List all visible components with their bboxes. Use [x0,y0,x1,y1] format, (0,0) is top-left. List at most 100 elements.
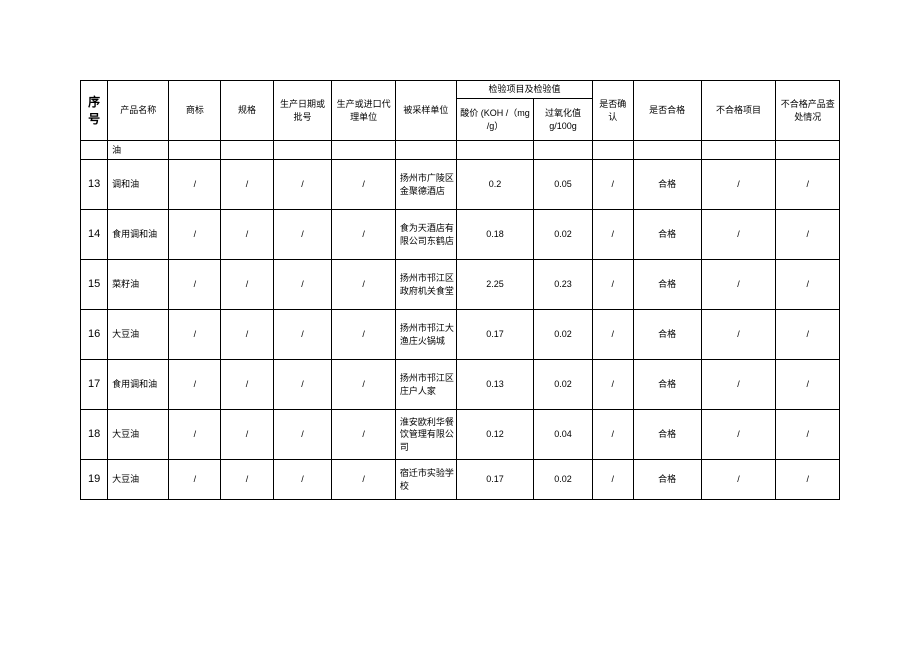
cell-sample-unit: 扬州市邗江区政府机关食堂 [395,260,456,310]
cell-confirmed: / [592,260,633,310]
table-row-clipped: 油 [81,141,840,160]
cell-fail-item: / [701,360,776,410]
cell-acid: 0.12 [456,410,533,460]
cell-trademark: / [169,460,221,500]
cell-acid: 0.18 [456,210,533,260]
col-fail-item: 不合格项目 [701,81,776,141]
col-test-group: 检验项目及检验值 [456,81,592,99]
cell-fail-handling: / [776,160,840,210]
cell-fail-item: / [701,260,776,310]
cell-trademark: / [169,310,221,360]
col-producer: 生产或进口代理单位 [332,81,395,141]
cell-qualified: 合格 [633,310,701,360]
cell-sample-unit: 扬州市广陵区金聚德酒店 [395,160,456,210]
cell-peroxide: 0.05 [534,160,593,210]
cell-product: 大豆油 [108,460,169,500]
col-fail-handling: 不合格产品查处情况 [776,81,840,141]
cell-peroxide: 0.02 [534,310,593,360]
cell-spec: / [221,160,273,210]
inspection-table: 序号 产品名称 商标 规格 生产日期或批号 生产或进口代理单位 被采样单位 检验… [80,80,840,500]
cell-trademark: / [169,260,221,310]
cell-fail-handling: / [776,260,840,310]
col-prod-date: 生产日期或批号 [273,81,332,141]
cell-sample-unit: 扬州市邗江大渔庄火锅城 [395,310,456,360]
table-header: 序号 产品名称 商标 规格 生产日期或批号 生产或进口代理单位 被采样单位 检验… [81,81,840,141]
cell-peroxide: 0.02 [534,210,593,260]
cell-prod-date: / [273,310,332,360]
cell-acid: 0.13 [456,360,533,410]
cell-prod-date: / [273,160,332,210]
cell-qualified: 合格 [633,360,701,410]
cell-prod-date: / [273,210,332,260]
cell-seq: 19 [81,460,108,500]
cell-producer: / [332,260,395,310]
cell-seq: 14 [81,210,108,260]
cell-peroxide: 0.02 [534,360,593,410]
cell-sample-unit: 淮安欧利华餐饮管理有限公 司 [395,410,456,460]
cell-confirmed: / [592,360,633,410]
cell-qualified: 合格 [633,260,701,310]
cell-qualified: 合格 [633,210,701,260]
cell [633,141,701,160]
cell-seq [81,141,108,160]
cell [776,141,840,160]
cell-trademark: / [169,360,221,410]
cell-producer: / [332,460,395,500]
col-acid: 酸价 (KOH /（mg /g） [456,99,533,141]
cell-product: 大豆油 [108,410,169,460]
cell-producer: / [332,360,395,410]
cell-sample-unit: 扬州市邗江区庄户人家 [395,360,456,410]
cell-producer: / [332,160,395,210]
cell [592,141,633,160]
cell-producer: / [332,410,395,460]
cell [169,141,221,160]
table-row: 18大豆油////淮安欧利华餐饮管理有限公 司0.120.04/合格// [81,410,840,460]
cell-fail-handling: / [776,460,840,500]
table-row: 17食用调和油////扬州市邗江区庄户人家0.130.02/合格// [81,360,840,410]
cell-qualified: 合格 [633,160,701,210]
cell-seq: 16 [81,310,108,360]
cell-confirmed: / [592,310,633,360]
col-qualified: 是否合格 [633,81,701,141]
cell-product: 食用调和油 [108,210,169,260]
cell-qualified: 合格 [633,460,701,500]
table-row: 15菜籽油////扬州市邗江区政府机关食堂2.250.23/合格// [81,260,840,310]
cell-spec: / [221,310,273,360]
cell [273,141,332,160]
cell-product: 食用调和油 [108,360,169,410]
table-row: 14食用调和油////食为天酒店有限公司东鹤店0.180.02/合格// [81,210,840,260]
cell-peroxide: 0.02 [534,460,593,500]
cell-confirmed: / [592,210,633,260]
col-sample-unit: 被采样单位 [395,81,456,141]
cell-sample-unit: 宿迁市实验学校 [395,460,456,500]
cell-seq: 18 [81,410,108,460]
cell-fail-item: / [701,310,776,360]
cell-product: 调和油 [108,160,169,210]
cell-confirmed: / [592,160,633,210]
cell-seq: 15 [81,260,108,310]
cell-fail-handling: / [776,410,840,460]
cell-spec: / [221,260,273,310]
cell-sample-unit: 食为天酒店有限公司东鹤店 [395,210,456,260]
table-row: 16大豆油////扬州市邗江大渔庄火锅城0.170.02/合格// [81,310,840,360]
cell-trademark: / [169,410,221,460]
cell-fail-handling: / [776,310,840,360]
col-spec: 规格 [221,81,273,141]
cell-spec: / [221,210,273,260]
cell-seq: 17 [81,360,108,410]
cell [221,141,273,160]
cell [456,141,533,160]
cell-acid: 0.2 [456,160,533,210]
cell-fail-item: / [701,410,776,460]
cell-trademark: / [169,210,221,260]
cell-peroxide: 0.23 [534,260,593,310]
cell-prod-date: / [273,460,332,500]
cell-spec: / [221,410,273,460]
cell-fail-handling: / [776,210,840,260]
cell-producer: / [332,310,395,360]
cell-seq: 13 [81,160,108,210]
cell [701,141,776,160]
cell [332,141,395,160]
cell-product: 菜籽油 [108,260,169,310]
col-confirmed: 是否确认 [592,81,633,141]
